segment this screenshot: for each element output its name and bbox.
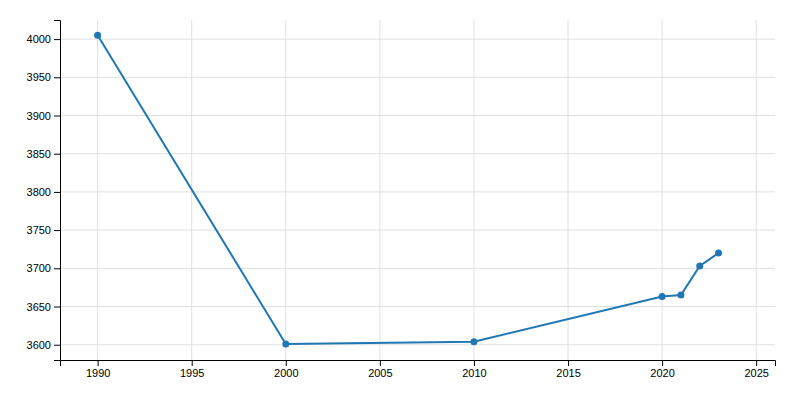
y-axis-tick-mark: [54, 268, 60, 269]
grid-line-y: [60, 191, 775, 192]
y-axis-tick-label: 3600: [27, 339, 51, 351]
grid-line-y: [60, 344, 775, 345]
y-axis-tick: 3750: [27, 224, 60, 236]
grid-line-y: [60, 268, 775, 269]
x-axis-tick: 1990: [86, 360, 110, 379]
x-axis-tick-mark: [756, 360, 757, 366]
point: [470, 338, 477, 345]
y-axis-tick: 3600: [27, 339, 60, 351]
x-axis-tick: 2000: [274, 360, 298, 379]
y-axis-tick-mark: [54, 77, 60, 78]
y-axis-tick-label: 3650: [27, 301, 51, 313]
y-axis-tick-label: 3900: [27, 110, 51, 122]
grid-line-x: [473, 20, 474, 360]
x-axis-tick-label: 2000: [274, 367, 298, 379]
x-axis-tick-mark: [286, 360, 287, 366]
x-axis-tick-mark: [474, 360, 475, 366]
y-axis-tick-mark: [54, 230, 60, 231]
point: [659, 293, 666, 300]
y-axis-tick-mark: [54, 154, 60, 155]
x-axis-tick-label: 1990: [86, 367, 110, 379]
y-axis-tick: 3650: [27, 301, 60, 313]
grid-line-x: [568, 20, 569, 360]
x-axis-tick: 2015: [556, 360, 580, 379]
x-axis-tick: 2020: [650, 360, 674, 379]
grid-line-x: [662, 20, 663, 360]
point: [282, 340, 289, 347]
x-axis-tick-mark: [568, 360, 569, 366]
x-axis-tick-mark: [98, 360, 99, 366]
x-axis: 1990 1995 2000 2005 2010 2015 2020 2025: [61, 360, 776, 379]
y-axis-tick-mark: [54, 345, 60, 346]
y-axis-tick: 3900: [27, 110, 60, 122]
x-axis-tick-mark: [192, 360, 193, 366]
chart-svg: 1990 1995 2000 2005 2010 2015 2020 2025 3600 3650…: [0, 0, 800, 400]
y-axis-tick-mark: [54, 192, 60, 193]
grid-line-y: [60, 77, 775, 78]
x-axis-tick-mark: [662, 360, 663, 366]
grid-line-y: [60, 306, 775, 307]
y-axis: 3600 3650 3700 3750 3800 3850 3900 3950 4000: [27, 21, 61, 361]
grid-line-y: [60, 153, 775, 154]
x-axis-tick: 2025: [744, 360, 768, 379]
y-axis-tick-mark: [54, 39, 60, 40]
point: [696, 263, 703, 270]
grid: [60, 20, 775, 360]
x-axis-tick-label: 2025: [744, 367, 768, 379]
x-axis-tick-label: 2020: [650, 367, 674, 379]
point: [94, 32, 101, 39]
x-axis-tick-label: 2015: [556, 367, 580, 379]
x-axis-tick-mark: [380, 360, 381, 366]
line: [98, 35, 719, 344]
grid-line-y: [60, 115, 775, 116]
y-axis-tick-label: 4000: [27, 33, 51, 45]
y-axis-tick: 3800: [27, 186, 60, 198]
x-axis-tick: 2010: [462, 360, 486, 379]
y-axis-tick-label: 3750: [27, 224, 51, 236]
y-axis-tick: 3950: [27, 71, 60, 83]
point: [677, 292, 684, 299]
x-axis-tick: 1995: [180, 360, 204, 379]
point: [715, 250, 722, 257]
y-axis-tick-mark: [54, 116, 60, 117]
x-axis-tick-label: 1995: [180, 367, 204, 379]
grid-line-x: [285, 20, 286, 360]
x-axis-tick: 2005: [368, 360, 392, 379]
x-axis-tick-label: 2010: [462, 367, 486, 379]
series: [94, 32, 722, 348]
y-axis-line: [54, 21, 61, 361]
grid-line-x: [97, 20, 98, 360]
y-axis-tick: 3850: [27, 148, 60, 160]
y-axis-tick-label: 3700: [27, 262, 51, 274]
grid-line-y: [60, 230, 775, 231]
x-axis-line: [61, 361, 776, 367]
y-axis-tick-label: 3950: [27, 71, 51, 83]
grid-line-x: [379, 20, 380, 360]
y-axis-tick: 4000: [27, 33, 60, 45]
y-axis-tick-mark: [54, 307, 60, 308]
y-axis-tick-label: 3800: [27, 186, 51, 198]
grid-line-y: [60, 39, 775, 40]
x-axis-tick-label: 2005: [368, 367, 392, 379]
plot: 1990 1995 2000 2005 2010 2015 2020 2025 3600 3650…: [27, 20, 776, 379]
chart-container: 1990 1995 2000 2005 2010 2015 2020 2025 3600 3650…: [0, 0, 800, 400]
y-axis-tick: 3700: [27, 262, 60, 274]
y-axis-tick-label: 3850: [27, 148, 51, 160]
grid-line-x: [756, 20, 757, 360]
